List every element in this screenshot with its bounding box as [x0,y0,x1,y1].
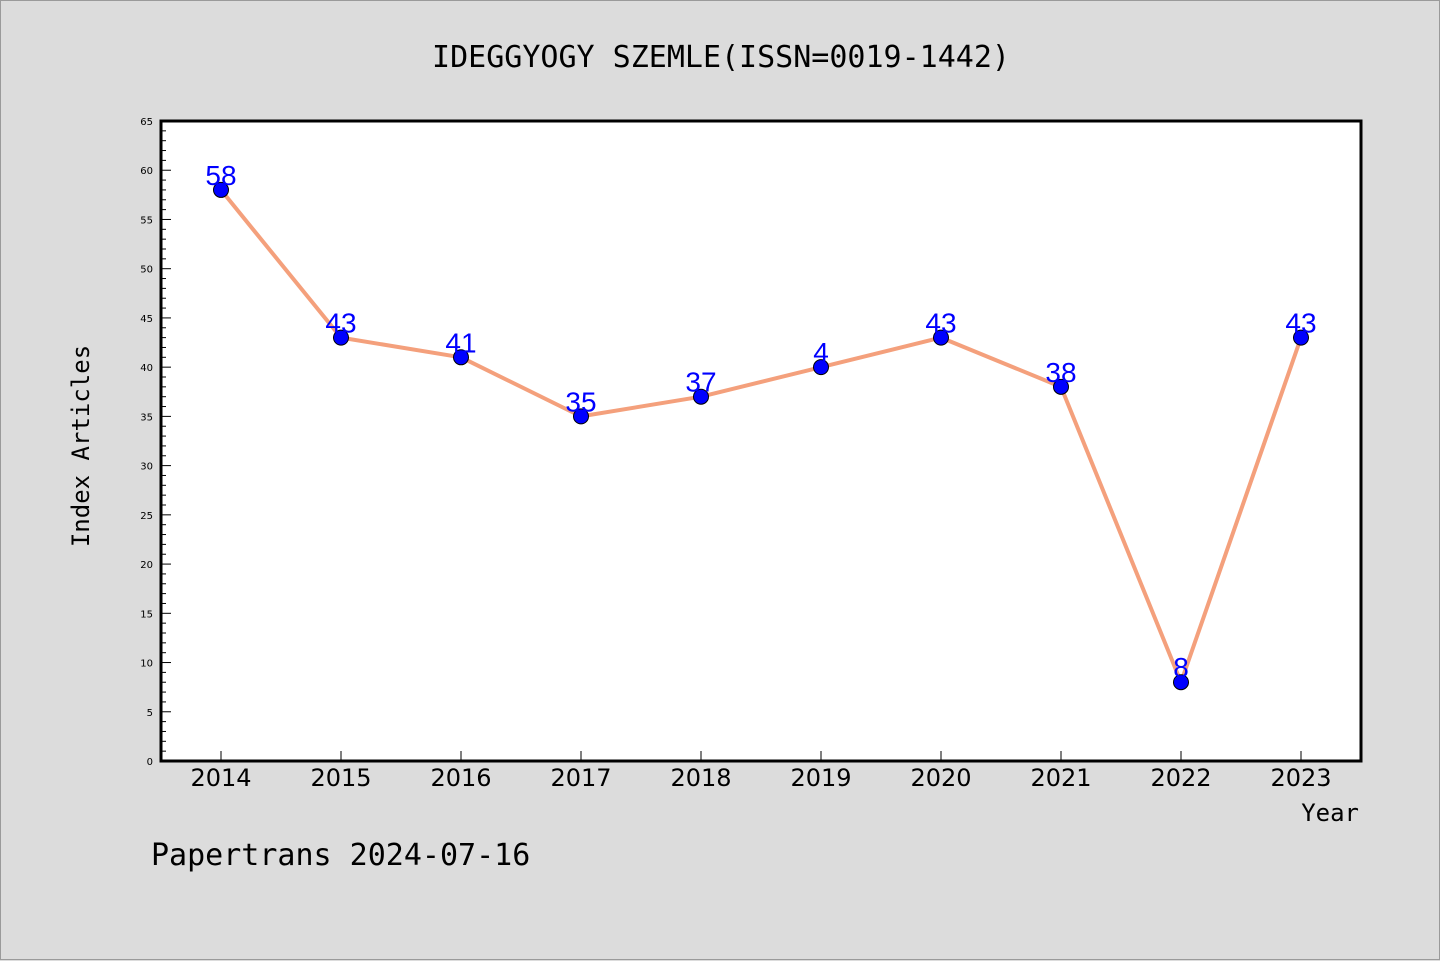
x-tick-label: 2015 [310,764,371,792]
plot-border [159,119,1363,763]
data-labels: 58 43 41 35 37 4 43 38 8 43 [205,160,1316,683]
data-point [813,359,829,376]
data-label: 35 [565,386,596,417]
x-axis-label: Year [1301,799,1359,827]
x-tick-label: 2023 [1270,764,1331,792]
data-label: 43 [1285,308,1316,339]
y-tick-label: 10 [140,659,153,670]
data-point [1293,329,1309,346]
y-tick-label: 40 [140,363,153,374]
x-axis: 2014 2015 2016 2017 2018 2019 2020 2021 2022 2023 [190,751,1332,792]
x-tick-label: 2018 [670,764,731,792]
y-tick-label: 60 [140,166,153,177]
data-point [933,329,949,346]
data-label: 58 [205,160,236,191]
y-axis-label: Index Articles [67,345,95,547]
data-point [1173,674,1189,691]
y-tick-label: 25 [140,511,153,522]
data-point [693,388,709,405]
y-tick-label: 50 [140,265,153,276]
y-tick-label: 5 [147,708,153,719]
y-tick-label: 15 [140,609,153,620]
data-point [213,181,229,198]
y-tick-label: 65 [140,117,153,128]
x-tick-label: 2020 [910,764,971,792]
y-tick-label: 0 [147,757,153,768]
data-label: 41 [445,327,476,358]
data-label: 43 [925,308,956,339]
footer-credit: Papertrans 2024-07-16 [151,838,530,873]
x-tick-label: 2014 [190,764,251,792]
y-tick-label: 35 [140,412,153,423]
x-tick-label: 2021 [1030,764,1091,792]
y-tick-label: 55 [140,215,153,226]
data-points [213,181,1309,691]
x-tick-label: 2019 [790,764,851,792]
chart-title: IDEGGYOGY SZEMLE(ISSN=0019-1442) [432,40,1010,75]
series-line-group [219,188,1303,685]
data-point [573,408,589,425]
data-point [453,349,469,366]
data-point [1053,378,1069,395]
x-tick-label: 2022 [1150,764,1211,792]
data-label: 8 [1173,652,1189,683]
y-tick-label: 20 [140,560,153,571]
y-tick-label: 30 [140,462,153,473]
plot-area [161,121,1361,761]
x-tick-label: 2017 [550,764,611,792]
y-axis: 0 5 10 15 20 25 30 35 40 45 50 55 60 65 [140,117,171,768]
data-label: 38 [1045,357,1076,388]
data-label: 4 [813,337,829,368]
series-line [219,188,1303,685]
data-label: 43 [325,308,356,339]
data-label: 37 [685,367,716,398]
data-point [333,329,349,346]
y-tick-label: 45 [140,314,153,325]
x-tick-label: 2016 [430,764,491,792]
